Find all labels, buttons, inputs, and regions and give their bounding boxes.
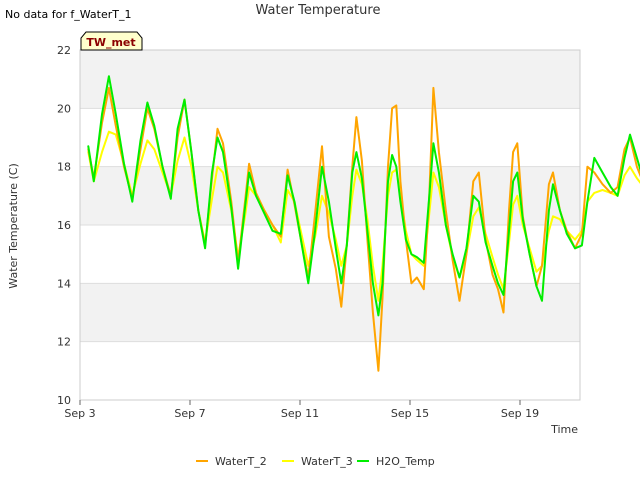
x-axis-label: Time xyxy=(550,423,578,436)
x-tick-label: Sep 3 xyxy=(64,407,95,420)
y-tick-label: 14 xyxy=(57,277,71,290)
x-tick-label: Sep 7 xyxy=(174,407,205,420)
y-axis-label: Water Temperature (C) xyxy=(7,163,20,288)
x-tick-label: Sep 11 xyxy=(281,407,319,420)
grid-band xyxy=(80,283,580,342)
y-tick-label: 20 xyxy=(57,102,71,115)
legend-label: WaterT_2 xyxy=(215,455,267,468)
legend-label: WaterT_3 xyxy=(301,455,353,468)
badge-shape xyxy=(80,31,143,51)
plot-area xyxy=(79,49,581,401)
y-axis-ticks: 10 12 14 16 18 20 22 xyxy=(57,44,71,407)
series-layer xyxy=(87,75,640,372)
tw-met-badge: TW_met xyxy=(80,31,143,51)
y-tick-label: 10 xyxy=(57,394,71,407)
chart-title: Water Temperature xyxy=(256,3,381,18)
series-line-h2o-temp xyxy=(87,75,640,317)
y-tick-label: 22 xyxy=(57,44,71,57)
x-tick-label: Sep 19 xyxy=(501,407,539,420)
no-data-note: No data for f_WaterT_1 xyxy=(5,8,131,21)
y-tick-label: 16 xyxy=(57,219,71,232)
x-tick-label: Sep 15 xyxy=(391,407,429,420)
legend: WaterT_2 WaterT_3 H2O_Temp xyxy=(196,455,435,468)
grid-band xyxy=(80,50,580,109)
y-tick-label: 12 xyxy=(57,336,71,349)
legend-label: H2O_Temp xyxy=(376,455,435,468)
x-axis-ticks: Sep 3 Sep 7 Sep 11 Sep 15 Sep 19 xyxy=(64,400,539,420)
y-tick-label: 18 xyxy=(57,161,71,174)
badge-label: TW_met xyxy=(86,36,135,49)
